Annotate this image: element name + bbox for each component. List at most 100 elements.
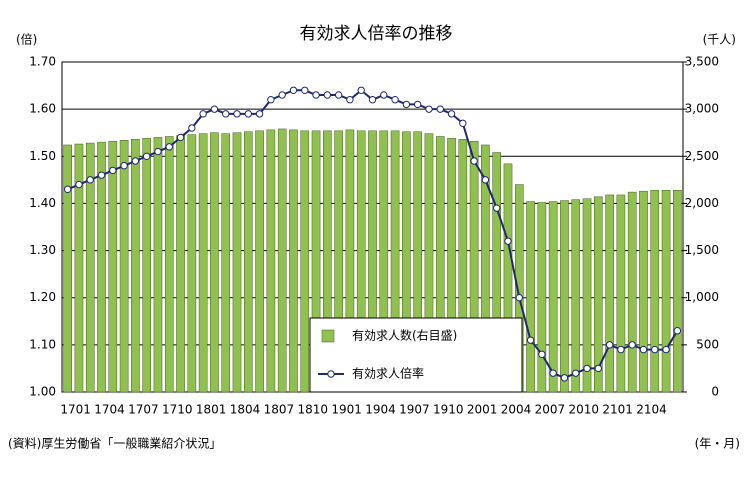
x-tick-label: 1901 <box>331 403 362 417</box>
bar <box>97 141 106 393</box>
line-marker <box>549 369 557 377</box>
line-marker <box>142 152 151 160</box>
line-marker <box>222 110 230 118</box>
line-marker <box>357 86 365 94</box>
line-marker <box>165 143 173 151</box>
x-tick-label: 1710 <box>162 403 193 417</box>
y-unit: (倍) <box>16 32 37 47</box>
line-marker <box>368 96 377 104</box>
line-marker <box>526 336 535 344</box>
x-tick-label: 1707 <box>128 403 159 417</box>
x-tick-label: 1804 <box>230 403 261 417</box>
x-tick-label: 1807 <box>264 403 295 417</box>
bar <box>537 202 547 393</box>
line-marker <box>425 105 433 113</box>
y-tick-label: 1.70 <box>29 55 56 69</box>
y2-tick-label: 3,000 <box>685 102 719 116</box>
line-marker <box>538 350 546 358</box>
line-marker <box>109 166 117 175</box>
x-tick-label: 2104 <box>636 403 667 417</box>
y2-tick-label: 2,500 <box>685 149 719 163</box>
bar <box>300 130 310 393</box>
bar <box>266 129 276 393</box>
chart-title: 有効求人倍率の推移 <box>300 24 453 44</box>
x-tick-label: 2010 <box>568 403 599 417</box>
line-marker <box>447 110 456 118</box>
legend: 有効求人数(右目盛) 有効求人倍率 <box>309 317 523 393</box>
bar <box>198 133 208 393</box>
line-marker <box>493 204 501 212</box>
line-marker <box>651 345 659 354</box>
line-marker <box>244 110 253 118</box>
x-tick-label: 2101 <box>602 403 633 417</box>
line-marker <box>605 341 614 349</box>
bar <box>548 201 558 393</box>
bar <box>526 201 535 393</box>
line-marker <box>176 133 185 142</box>
y-tick-label: 1.20 <box>29 290 56 304</box>
line-marker <box>289 86 298 94</box>
line-marker <box>413 100 422 109</box>
bar <box>560 200 569 393</box>
line-marker <box>436 105 444 113</box>
legend-box <box>309 317 523 393</box>
line-marker <box>504 237 512 245</box>
line-marker <box>210 105 219 113</box>
y-tick-label: 1.40 <box>29 196 56 210</box>
line-marker <box>86 176 94 184</box>
line-marker <box>233 110 241 118</box>
x-tick-label: 1910 <box>433 403 464 417</box>
line-marker <box>459 119 467 127</box>
line-marker <box>267 96 275 104</box>
bar <box>232 132 242 393</box>
line-marker <box>188 124 196 132</box>
line-marker <box>199 110 207 118</box>
line-marker <box>662 345 670 354</box>
legend-label: 有効求人倍率 <box>352 366 424 381</box>
bar <box>164 136 174 393</box>
y2-tick-label: 1,500 <box>685 243 719 257</box>
bar <box>74 143 84 393</box>
bar <box>627 191 637 393</box>
line-marker <box>617 345 625 354</box>
bar <box>176 135 185 393</box>
line-marker <box>63 185 72 193</box>
line-marker <box>673 327 682 335</box>
bar <box>277 128 287 393</box>
bar <box>243 131 253 393</box>
legend-swatch <box>321 329 335 343</box>
bar <box>673 189 682 393</box>
line-marker <box>323 91 332 99</box>
x-tick-label: 2004 <box>501 403 532 417</box>
line-marker <box>334 91 343 99</box>
line-marker <box>628 341 636 349</box>
x-unit: (年・月) <box>695 437 740 451</box>
line-marker <box>470 157 478 165</box>
legend-swatch-marker <box>327 370 335 378</box>
x-tick-label: 1801 <box>196 403 227 417</box>
bar <box>289 129 298 393</box>
bar <box>639 190 648 393</box>
source: (資料)厚生労働省「一般職業紹介状況」 <box>8 436 221 451</box>
bar <box>108 140 118 393</box>
y-tick-label: 1.30 <box>29 243 56 257</box>
bar <box>142 138 151 393</box>
bar <box>582 198 592 393</box>
bar <box>187 134 197 393</box>
line-marker <box>583 364 591 373</box>
line-marker <box>560 374 569 382</box>
y-tick-label: 1.00 <box>29 385 56 399</box>
line-marker <box>278 91 286 99</box>
bar <box>255 130 264 393</box>
y2-tick-label: 1,000 <box>685 290 719 304</box>
line-marker <box>154 147 162 156</box>
bar <box>131 139 140 393</box>
line-marker <box>515 294 523 302</box>
bar <box>571 199 581 393</box>
x-tick-label: 1904 <box>365 403 396 417</box>
line-marker <box>380 91 388 99</box>
x-tick-label: 1701 <box>60 403 91 417</box>
bar <box>594 196 603 393</box>
line-marker <box>312 91 320 99</box>
